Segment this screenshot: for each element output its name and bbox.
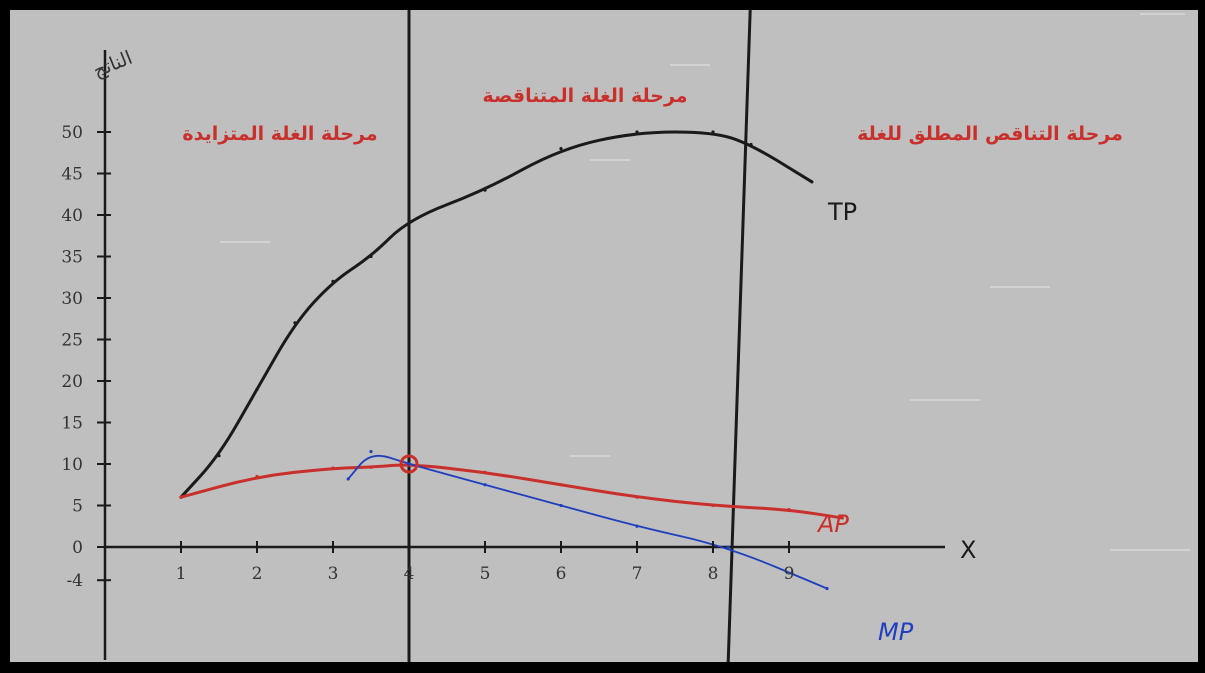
point-tp [483,188,487,192]
axes [103,50,945,660]
stage-boundaries [407,10,752,662]
y-tick-label: 30 [61,289,83,309]
region-label-decreasing: مرحلة الغلة المتناقصة [482,85,687,107]
x-tick-label: 6 [556,564,567,584]
point-ap [369,465,373,469]
point-ap [840,516,844,520]
x-tick-label: 2 [252,564,263,584]
ap-mp-intersection-marker [399,454,419,474]
y-tick-label: 0 [72,538,83,558]
chart-background [10,10,1198,662]
y-tick-label: 45 [61,165,83,185]
x-tick-label: 9 [784,564,795,584]
point-tp [255,387,259,391]
point-tp [331,279,335,283]
point-tp [559,147,563,151]
series-label-mp: MP [878,618,914,646]
y-tick-label: 10 [61,455,83,475]
point-tp [293,321,297,325]
x-tick-label: 4 [404,564,415,584]
series-line-ap [179,463,844,520]
x-tick-label: 7 [632,564,643,584]
point-tp [407,217,411,221]
point-mp [825,586,829,591]
point-mp [369,449,373,454]
x-tick-label: 1 [176,564,187,584]
point-mp [635,524,639,528]
x-tick-label: 5 [480,564,491,584]
series-line-tp [179,130,814,499]
point-mp [559,503,563,508]
point-ap [179,495,183,499]
point-tp [810,180,814,184]
point-mp [726,545,730,549]
y-tick-label: 35 [61,248,83,268]
point-mp [407,462,411,466]
point-tp [749,142,753,147]
point-tp [369,254,373,259]
point-ap [255,474,259,479]
scan-noise [220,13,1190,551]
point-ap [483,470,487,474]
series-label-ap: AP [816,510,849,538]
x-tick-label: 3 [328,564,339,584]
point-ap [331,466,335,470]
series-lines [179,130,844,591]
point-ap [635,495,639,499]
point-tp [711,130,715,134]
point-tp [217,454,221,458]
point-mp [346,477,350,481]
region-label-increasing: مرحلة الغلة المتزايدة [182,123,377,145]
y-tick-label: -4 [66,571,83,591]
point-ap [711,503,715,508]
x-axis-label: X [960,536,976,564]
point-ap [559,483,563,487]
x-tick-label: 8 [708,564,719,584]
y-tick-label: 50 [61,123,83,143]
y-tick-label: 15 [61,414,83,434]
point-ap [787,508,791,512]
y-tick-label: 5 [72,497,83,517]
region-label-negative: مرحلة التناقص المطلق للغلة [857,123,1123,145]
y-tick-label: 25 [61,331,83,351]
point-tp [635,130,639,134]
point-mp [483,483,487,487]
stage-boundary-line [726,10,752,662]
y-tick-label: 20 [61,372,83,392]
series-line-mp [347,455,828,590]
series-label-tp: TP [827,198,857,226]
y-tick-label: 40 [61,206,83,226]
